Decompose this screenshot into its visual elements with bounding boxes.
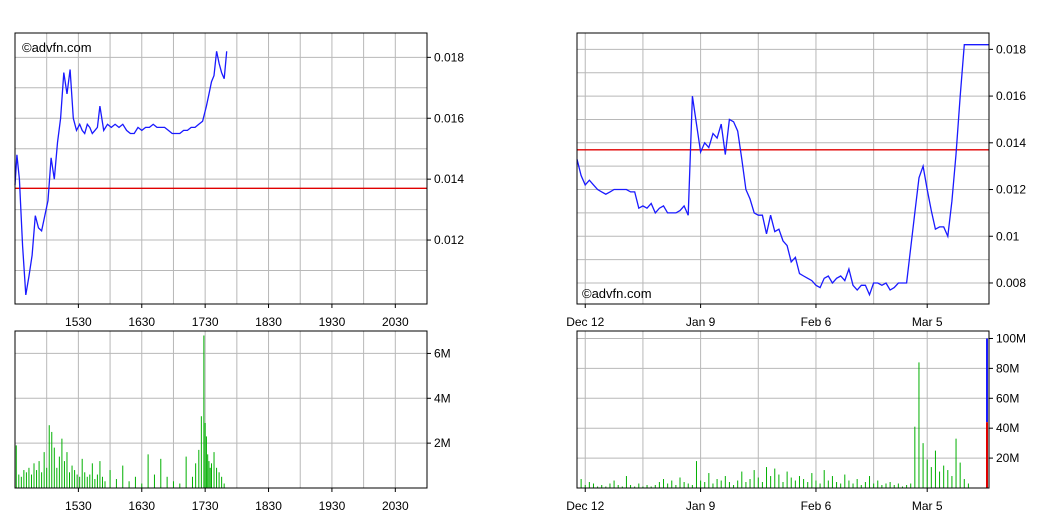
x-tick-label: 1930: [319, 499, 346, 513]
x-tick-label: Mar 5: [912, 499, 943, 513]
y-tick-label: 0.01: [996, 229, 1020, 243]
y-tick-label: 2M: [434, 436, 451, 450]
x-tick-label: Dec 12: [566, 315, 604, 329]
y-tick-label: 80M: [996, 361, 1019, 375]
daily-price-frame: [576, 32, 990, 305]
x-tick-label: 1530: [65, 315, 92, 329]
x-tick-label: 1830: [255, 315, 282, 329]
x-tick-label: 1530: [65, 499, 92, 513]
daily-price-watermark: ©advfn.com: [582, 286, 652, 301]
y-tick-label: 0.014: [996, 136, 1026, 150]
y-tick-label: 100M: [996, 331, 1026, 345]
price-line: [14, 51, 228, 296]
x-tick-label: 1830: [255, 499, 282, 513]
x-tick-label: 1630: [128, 499, 155, 513]
intraday-volume-frame: [14, 330, 428, 489]
x-tick-label: 1730: [192, 499, 219, 513]
intraday-price-watermark: ©advfn.com: [22, 40, 92, 55]
intraday-price-chart: 0.012 0.014 0.016 0.018 1530 1630 1730 1830 193…: [14, 32, 464, 329]
y-tick-label: 0.018: [434, 50, 464, 64]
y-tick-label: 0.016: [996, 89, 1026, 103]
y-tick-label: 0.018: [996, 42, 1026, 56]
y-tick-label: 0.016: [434, 111, 464, 125]
x-tick-label: 1630: [128, 315, 155, 329]
y-tick-label: 60M: [996, 391, 1019, 405]
intraday-volume-chart: 2M 4M 6M 1530 1630 1730 1830 1930 2030: [14, 330, 451, 513]
x-tick-label: 2030: [382, 499, 409, 513]
x-tick-label: 2030: [382, 315, 409, 329]
x-tick-label: Jan 9: [686, 315, 716, 329]
y-tick-label: 20M: [996, 451, 1019, 465]
y-tick-label: 0.008: [996, 276, 1026, 290]
x-tick-label: 1930: [319, 315, 346, 329]
x-tick-label: 1730: [192, 315, 219, 329]
x-tick-label: Mar 5: [912, 315, 943, 329]
y-tick-label: 6M: [434, 346, 451, 360]
y-tick-label: 40M: [996, 421, 1019, 435]
y-tick-label: 0.012: [434, 233, 464, 247]
daily-price-chart: 0.008 0.01 0.012 0.014 0.016 0.018 Dec 12 Jan …: [566, 32, 1026, 329]
daily-volume-chart: 20M 40M 60M 80M 100M Dec 12 Jan 9 Feb 6 Mar 5: [566, 330, 1026, 513]
intraday-price-frame: [14, 32, 428, 305]
y-tick-label: 0.014: [434, 172, 464, 186]
x-tick-label: Feb 6: [801, 499, 832, 513]
x-tick-label: Jan 9: [686, 499, 716, 513]
y-tick-label: 4M: [434, 391, 451, 405]
x-tick-label: Feb 6: [801, 315, 832, 329]
daily-volume-frame: [576, 330, 990, 489]
y-tick-label: 0.012: [996, 183, 1026, 197]
x-tick-label: Dec 12: [566, 499, 604, 513]
